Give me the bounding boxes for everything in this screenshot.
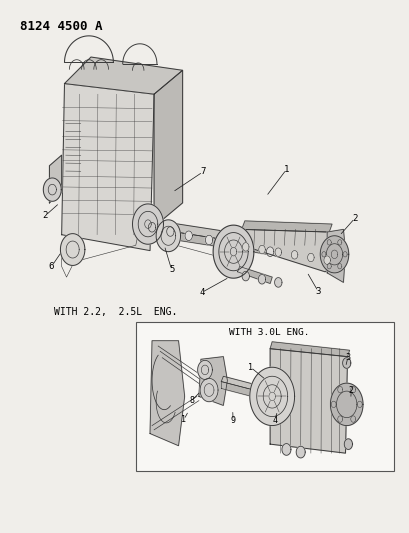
Polygon shape bbox=[221, 382, 282, 405]
Text: WITH 2.2,  2.5L  ENG.: WITH 2.2, 2.5L ENG. bbox=[54, 307, 177, 317]
Polygon shape bbox=[270, 342, 349, 357]
Polygon shape bbox=[295, 446, 304, 458]
Polygon shape bbox=[326, 229, 345, 282]
Polygon shape bbox=[344, 439, 352, 449]
Polygon shape bbox=[245, 243, 253, 253]
Polygon shape bbox=[242, 243, 248, 251]
Polygon shape bbox=[198, 357, 227, 406]
Polygon shape bbox=[270, 349, 347, 453]
Polygon shape bbox=[291, 251, 297, 259]
Polygon shape bbox=[274, 248, 281, 256]
Polygon shape bbox=[241, 229, 330, 272]
Polygon shape bbox=[43, 178, 61, 201]
Polygon shape bbox=[225, 239, 233, 249]
Polygon shape bbox=[319, 236, 348, 273]
Text: 8124 4500 A: 8124 4500 A bbox=[20, 20, 102, 33]
Polygon shape bbox=[281, 443, 290, 455]
Polygon shape bbox=[241, 221, 331, 232]
Text: 7: 7 bbox=[200, 167, 205, 176]
Polygon shape bbox=[213, 225, 253, 278]
Polygon shape bbox=[184, 231, 192, 240]
Text: 2: 2 bbox=[43, 211, 48, 220]
Polygon shape bbox=[241, 271, 249, 281]
Polygon shape bbox=[258, 274, 265, 284]
Polygon shape bbox=[205, 235, 212, 245]
Polygon shape bbox=[249, 367, 294, 425]
Polygon shape bbox=[342, 358, 350, 368]
Text: 3: 3 bbox=[345, 353, 350, 362]
Text: 2: 2 bbox=[348, 386, 353, 395]
Polygon shape bbox=[221, 376, 284, 398]
Polygon shape bbox=[166, 227, 174, 236]
Polygon shape bbox=[200, 378, 218, 402]
Polygon shape bbox=[274, 278, 281, 287]
Polygon shape bbox=[330, 383, 362, 425]
Text: 1: 1 bbox=[181, 415, 186, 424]
Text: 2: 2 bbox=[351, 214, 357, 223]
Polygon shape bbox=[64, 57, 182, 94]
Polygon shape bbox=[132, 204, 163, 244]
Bar bbox=[135, 322, 393, 471]
Polygon shape bbox=[197, 360, 212, 379]
Polygon shape bbox=[307, 253, 313, 262]
Polygon shape bbox=[237, 266, 272, 284]
Polygon shape bbox=[258, 245, 265, 254]
Text: 8: 8 bbox=[189, 396, 193, 405]
Polygon shape bbox=[156, 220, 180, 252]
Polygon shape bbox=[142, 219, 298, 251]
Polygon shape bbox=[323, 256, 330, 264]
Text: 6: 6 bbox=[49, 262, 54, 271]
Text: 4: 4 bbox=[198, 288, 204, 297]
Polygon shape bbox=[142, 227, 294, 259]
Polygon shape bbox=[266, 247, 273, 256]
Polygon shape bbox=[49, 155, 61, 203]
Text: 9: 9 bbox=[230, 416, 235, 425]
Polygon shape bbox=[154, 70, 182, 227]
Polygon shape bbox=[150, 341, 184, 446]
Polygon shape bbox=[61, 84, 154, 251]
Polygon shape bbox=[60, 233, 85, 265]
Text: 3: 3 bbox=[315, 287, 320, 296]
Text: 5: 5 bbox=[169, 265, 174, 274]
Text: 1: 1 bbox=[283, 165, 288, 174]
Text: WITH 3.0L ENG.: WITH 3.0L ENG. bbox=[229, 328, 309, 337]
Text: 1: 1 bbox=[247, 363, 252, 372]
Polygon shape bbox=[148, 222, 155, 232]
Text: 4: 4 bbox=[272, 416, 277, 425]
